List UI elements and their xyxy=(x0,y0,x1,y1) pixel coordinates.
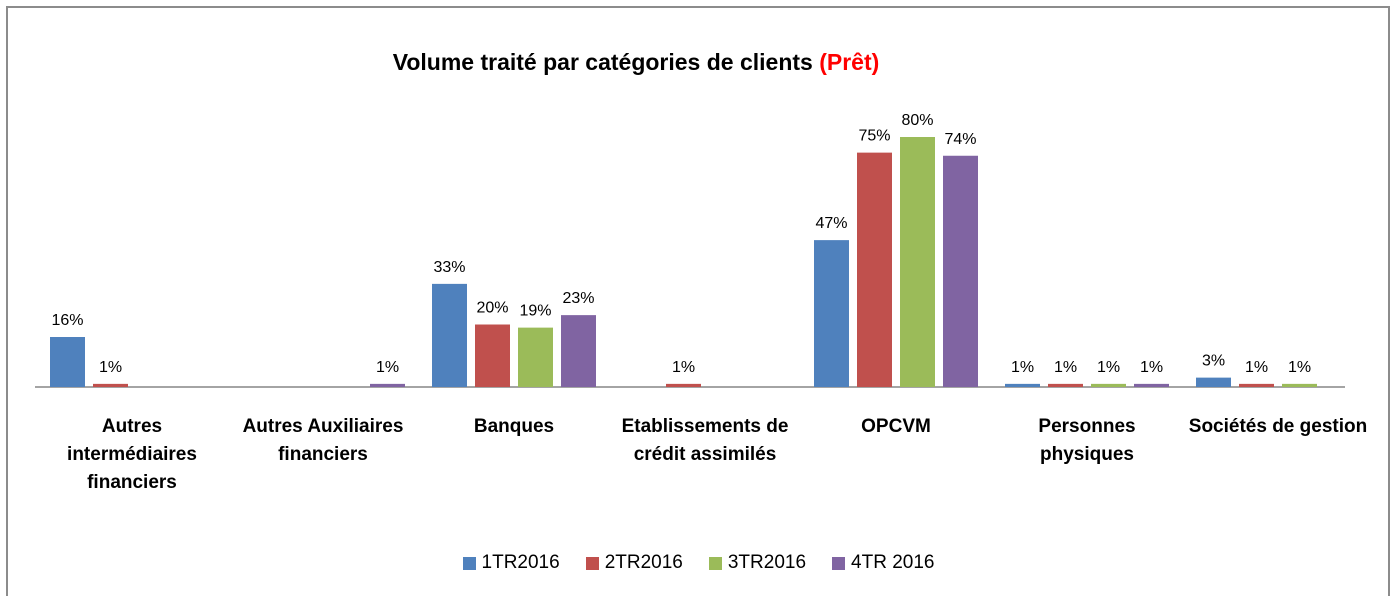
title-text: Volume traité par catégories de clients xyxy=(393,49,813,75)
bar xyxy=(943,155,978,387)
data-label: 75% xyxy=(858,128,890,145)
x-tick-label: OPCVM xyxy=(861,416,931,437)
legend-label: 3TR2016 xyxy=(727,552,807,573)
data-label: 80% xyxy=(901,112,933,129)
data-label: 16% xyxy=(51,312,83,329)
chart-border xyxy=(6,6,1390,596)
data-label: 1% xyxy=(1140,359,1163,376)
bar xyxy=(518,327,553,387)
legend: 1TR2016 2TR2016 3TR2016 4TR 2016 xyxy=(0,552,1397,574)
data-label: 1% xyxy=(1097,359,1120,376)
x-tick-label: Autres intermédiaires financiers xyxy=(67,416,197,493)
data-label: 47% xyxy=(815,215,847,232)
bar xyxy=(1239,383,1274,387)
data-label: 33% xyxy=(433,259,465,276)
chart-title: Volume traité par catégories de clients … xyxy=(393,49,880,75)
legend-label: 1TR2016 xyxy=(481,552,560,573)
bar xyxy=(1048,383,1083,387)
data-label: 1% xyxy=(376,359,399,376)
data-label: 1% xyxy=(1054,359,1077,376)
bar xyxy=(475,324,510,387)
bar xyxy=(93,383,128,387)
legend-item: 3TR2016 xyxy=(708,552,807,574)
legend-swatch xyxy=(462,556,476,570)
data-label: 23% xyxy=(562,290,594,307)
bar xyxy=(814,240,849,387)
data-label: 19% xyxy=(519,303,551,320)
x-tick-label: Autres Auxiliaires financiers xyxy=(242,416,404,465)
legend-item: 1TR2016 xyxy=(462,552,560,574)
bar xyxy=(666,383,701,387)
x-tick-label: Etablissements de crédit assimilés xyxy=(621,416,789,465)
legend-swatch xyxy=(585,556,599,570)
legend-swatch xyxy=(832,556,846,570)
data-label: 1% xyxy=(99,359,122,376)
data-label: 74% xyxy=(944,131,976,148)
bar xyxy=(1282,383,1317,387)
bar xyxy=(900,137,935,387)
title-highlight: (Prêt) xyxy=(819,49,879,75)
legend-label: 2TR2016 xyxy=(604,552,683,573)
legend-item: 2TR2016 xyxy=(585,552,683,574)
bar xyxy=(50,337,85,387)
bar xyxy=(1005,383,1040,387)
data-label: 1% xyxy=(1011,359,1034,376)
bar xyxy=(561,315,596,387)
x-tick-label: Personnes physiques xyxy=(1038,416,1136,465)
data-label: 1% xyxy=(1288,359,1311,376)
bar xyxy=(432,283,467,387)
bar xyxy=(1091,383,1126,387)
x-tick-label: Banques xyxy=(473,416,555,437)
x-tick-label: Sociétés de gestion xyxy=(1188,416,1368,437)
data-label: 3% xyxy=(1202,353,1225,370)
legend-swatch xyxy=(708,556,722,570)
bar xyxy=(370,383,405,387)
bar xyxy=(857,152,892,387)
data-label: 20% xyxy=(476,300,508,317)
data-label: 1% xyxy=(672,359,695,376)
bar xyxy=(1196,377,1231,387)
legend-item: 4TR 2016 xyxy=(832,552,934,574)
data-label: 1% xyxy=(1245,359,1268,376)
bar xyxy=(1134,383,1169,387)
legend-label: 4TR 2016 xyxy=(851,552,935,573)
